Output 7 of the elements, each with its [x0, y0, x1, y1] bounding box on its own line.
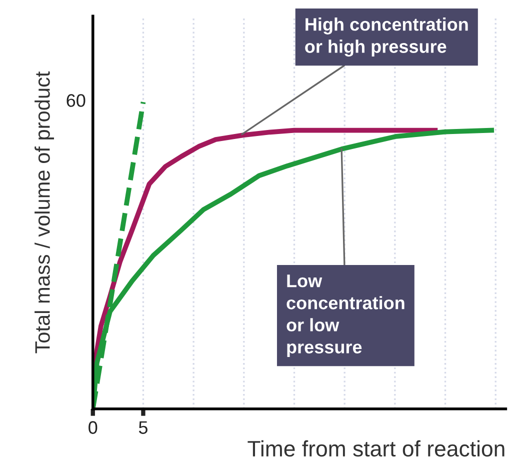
y-axis-title: Total mass / volume of product: [34, 71, 54, 354]
annotation: Low concentration or low pressure: [286, 274, 404, 358]
x-tick-label: 0: [88, 421, 98, 434]
x-axis-title: Time from start of reaction: [248, 440, 504, 457]
text: 60: [66, 94, 86, 107]
annotation: High concentration or high pressure: [305, 18, 468, 57]
x-tick-label: 5: [138, 421, 148, 434]
